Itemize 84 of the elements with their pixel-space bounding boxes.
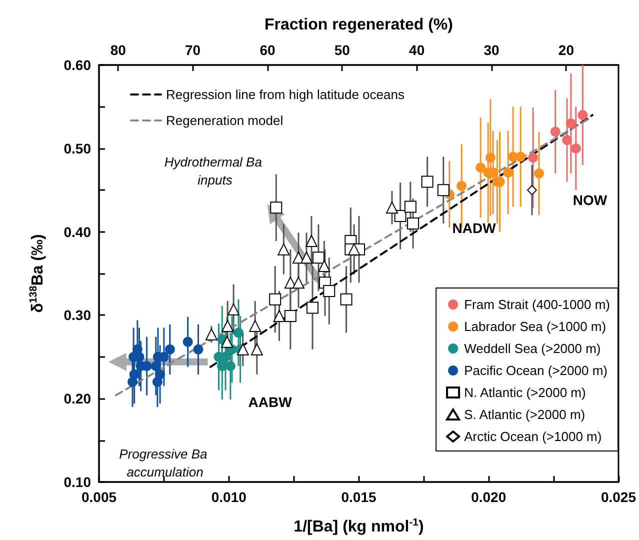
point	[456, 180, 467, 191]
point	[182, 336, 193, 347]
x2-tick-label: 70	[185, 42, 201, 58]
point	[150, 361, 161, 372]
point	[128, 376, 138, 387]
annotation: NADW	[452, 220, 497, 236]
point	[437, 184, 450, 196]
point	[485, 152, 496, 163]
legend-label: Regeneration model	[166, 113, 284, 128]
point	[228, 303, 240, 316]
point	[404, 200, 416, 213]
x-tick-label: 0.015	[341, 489, 376, 505]
point	[273, 310, 286, 322]
point	[421, 176, 434, 188]
legend-label: Arctic Ocean (>1000 m)	[464, 429, 602, 444]
point	[570, 143, 581, 154]
x2-axis-title: Fraction regenerated (%)	[264, 16, 453, 34]
point	[225, 361, 236, 372]
x2-tick-label: 50	[334, 42, 350, 58]
x-tick-label: 0.020	[471, 489, 506, 505]
y-tick-label: 0.60	[64, 57, 92, 73]
point	[318, 260, 330, 272]
x2-tick-label: 80	[110, 42, 126, 58]
y-tick-label: 0.30	[64, 307, 92, 324]
point	[205, 328, 218, 340]
y-tick-label: 0.50	[64, 140, 92, 156]
point	[269, 293, 282, 306]
annotation: Hydrothermal Ba inputs	[164, 154, 266, 188]
point	[217, 361, 228, 372]
x2-tick-label: 30	[484, 42, 500, 58]
point	[193, 344, 204, 354]
point	[278, 243, 290, 256]
point	[222, 320, 234, 332]
point	[236, 343, 249, 356]
point	[394, 210, 406, 222]
point	[562, 135, 572, 146]
y-tick-label: 0.20	[64, 390, 92, 407]
point	[323, 285, 336, 298]
point	[300, 252, 313, 264]
point	[476, 162, 486, 173]
x-tick-label: 0.005	[81, 489, 117, 505]
point	[250, 343, 263, 356]
y-axis-title: δ138Ba (‰)	[28, 234, 46, 313]
legend-label: S. Atlantic (>2000 m)	[464, 407, 586, 422]
x2-tick-label: 20	[558, 42, 574, 58]
point	[340, 293, 352, 306]
x2-tick-label: 60	[260, 42, 276, 58]
point	[220, 352, 230, 362]
point	[528, 152, 538, 163]
point	[270, 202, 282, 214]
y-tick-label: 0.40	[64, 224, 92, 240]
point	[566, 118, 576, 128]
point	[164, 344, 175, 354]
point	[221, 336, 234, 348]
point	[407, 217, 420, 230]
legend-label: Fram Strait (400-1000 m)	[464, 297, 610, 312]
point	[516, 152, 526, 162]
annotation: AABW	[248, 394, 293, 410]
point	[578, 110, 588, 120]
point	[550, 126, 560, 137]
x2-tick-label: 40	[409, 42, 425, 58]
point	[312, 252, 324, 264]
point	[249, 320, 262, 332]
x-tick-label: 0.010	[211, 489, 247, 505]
annotation: NOW	[572, 192, 608, 208]
point	[348, 243, 360, 256]
legend-label: Regression line from high latitude oceans	[166, 87, 405, 102]
point	[305, 234, 318, 247]
legend-label: N. Atlantic (>2000 m)	[464, 385, 586, 400]
point	[284, 310, 296, 322]
legend-label: Labrador Sea (>1000 m)	[464, 319, 606, 334]
point	[306, 302, 319, 314]
point	[386, 202, 398, 214]
legend-label: Weddell Sea (>2000 m)	[464, 341, 601, 356]
point	[526, 185, 537, 196]
x-tick-label: 0.025	[600, 489, 636, 505]
legend-label: Pacific Ocean (>2000 m)	[464, 363, 608, 378]
y-tick-label: 0.10	[64, 474, 92, 490]
point	[152, 376, 162, 387]
point	[292, 276, 304, 289]
annotation: Progressive Ba accumulation	[119, 446, 211, 480]
point	[534, 168, 544, 178]
point	[503, 168, 514, 178]
point	[233, 328, 244, 338]
